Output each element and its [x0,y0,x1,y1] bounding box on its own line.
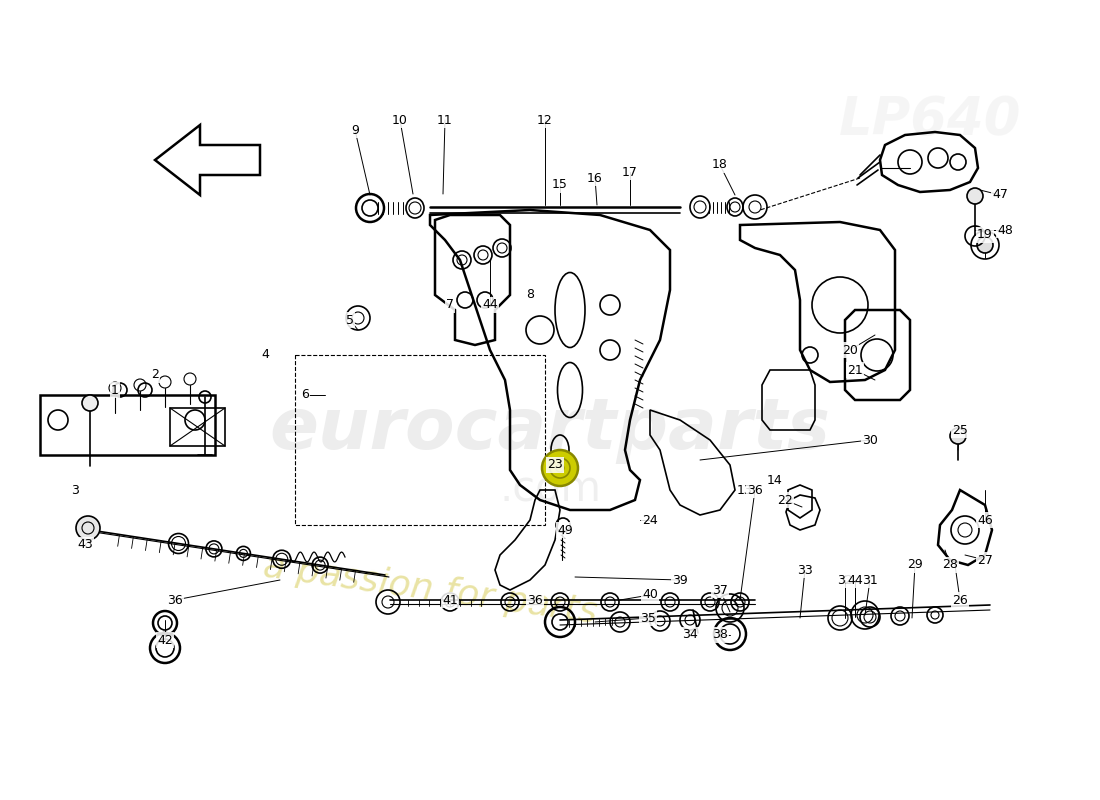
Text: 29: 29 [908,558,923,571]
Text: 3: 3 [72,483,79,497]
Text: 8: 8 [526,289,534,302]
Text: 23: 23 [547,458,563,471]
Text: 20: 20 [843,343,858,357]
Text: 27: 27 [977,554,993,566]
Text: 2: 2 [151,369,158,382]
Circle shape [967,188,983,204]
Text: 28: 28 [942,558,958,571]
Text: 7: 7 [446,298,454,311]
Text: 6: 6 [301,389,309,402]
Text: 1: 1 [111,383,119,397]
Text: 33: 33 [798,563,813,577]
Text: 4: 4 [261,349,268,362]
Text: 26: 26 [953,594,968,606]
Text: 24: 24 [642,514,658,526]
Text: 44: 44 [847,574,862,586]
Circle shape [76,516,100,540]
Text: eurocartparts: eurocartparts [270,395,830,465]
Text: 34: 34 [682,629,697,642]
Text: 37: 37 [712,583,728,597]
Text: 38: 38 [712,629,728,642]
Text: 17: 17 [623,166,638,178]
Circle shape [977,237,993,253]
Text: 19: 19 [977,229,993,242]
Text: 12: 12 [537,114,553,126]
Text: 10: 10 [392,114,408,126]
Text: 47: 47 [992,189,1008,202]
Text: 36: 36 [527,594,543,606]
Text: 5: 5 [346,314,354,326]
Text: 35: 35 [640,611,656,625]
Text: 25: 25 [953,423,968,437]
Text: 40: 40 [642,589,658,602]
Text: 48: 48 [997,223,1013,237]
Text: a passion for parts: a passion for parts [261,550,600,630]
Text: 46: 46 [977,514,993,526]
Text: 22: 22 [777,494,793,506]
Text: 13: 13 [737,483,752,497]
Bar [170,408,226,446]
Text: 36: 36 [167,594,183,606]
Circle shape [950,428,966,444]
Text: 44: 44 [482,298,498,311]
Circle shape [82,395,98,411]
Text: 32: 32 [837,574,852,586]
Text: 18: 18 [712,158,728,171]
Text: 30: 30 [862,434,878,446]
Text: 31: 31 [862,574,878,586]
Bar [295,355,544,525]
Text: 43: 43 [77,538,92,551]
Text: LP640: LP640 [838,94,1021,146]
Text: 11: 11 [437,114,453,126]
Text: .com: .com [499,469,601,511]
Bar [40,395,214,455]
Text: 36: 36 [747,483,763,497]
Circle shape [542,450,578,486]
Text: 15: 15 [552,178,568,191]
Text: 39: 39 [672,574,688,586]
Text: 42: 42 [157,634,173,646]
Text: 41: 41 [442,594,458,606]
Text: 14: 14 [767,474,783,486]
Text: 16: 16 [587,171,603,185]
Text: 9: 9 [351,123,359,137]
Text: 21: 21 [847,363,862,377]
Text: 49: 49 [557,523,573,537]
